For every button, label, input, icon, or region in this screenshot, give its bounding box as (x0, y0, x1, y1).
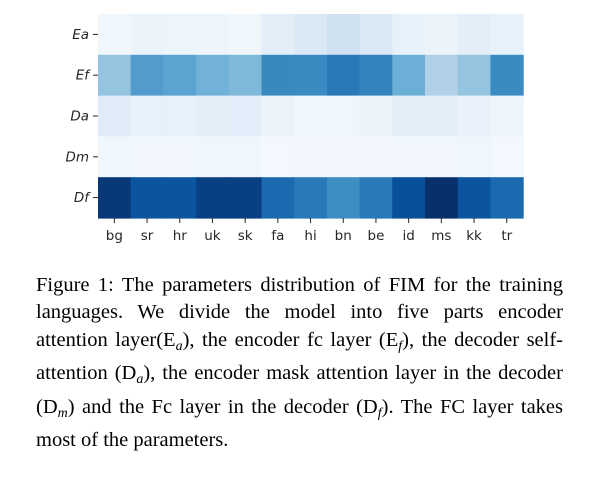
heatmap-cell-Dm-kk (457, 136, 491, 178)
heatmap-cell-Ea-kk (457, 14, 491, 56)
heatmap-cell-Df-ms (425, 177, 459, 219)
heatmap-cell-Da-kk (457, 95, 491, 137)
heatmap-cell-Df-kk (457, 177, 491, 219)
heatmap-cell-Df-id (392, 177, 426, 219)
heatmap-cell-Ea-bn (326, 14, 361, 56)
heatmap-cell-Da-sk (228, 95, 263, 137)
x-tick-label-bn: bn (335, 228, 352, 244)
heatmap-cell-Ea-tr (490, 14, 524, 56)
x-tick-label-be: be (368, 228, 385, 244)
heatmap-cell-Dm-be (359, 136, 393, 178)
heatmap-cell-Dm-sk (228, 136, 263, 178)
heatmap-cell-Dm-ms (425, 136, 459, 178)
heatmap-cell-Df-be (359, 177, 393, 219)
x-tick-label-fa: fa (271, 228, 284, 244)
heatmap-cell-Ef-hr (163, 54, 197, 97)
heatmap-cell-Dm-sr (130, 136, 164, 178)
figure-caption: Figure 1: The parameters distribution of… (36, 274, 564, 452)
heatmap-cell-Ea-ms (425, 14, 459, 56)
x-tick-label-sk: sk (238, 228, 253, 244)
heatmap-cell-Da-bn (326, 95, 361, 137)
y-tick-label-Ef: Ef (76, 68, 92, 84)
heatmap-cell-Dm-bn (326, 136, 361, 178)
x-tick-label-kk: kk (466, 228, 482, 244)
heatmap-cell-Ef-sr (130, 54, 164, 97)
subscript-a: a (136, 372, 144, 388)
heatmap-cell-Df-bn (326, 177, 361, 219)
x-tick-label-uk: uk (204, 228, 221, 244)
heatmap-cell-Da-hr (163, 95, 197, 137)
x-tick-label-bg: bg (106, 228, 123, 244)
heatmap-cell-Da-tr (490, 95, 524, 137)
heatmap-cell-Ef-kk (457, 54, 491, 97)
y-tick-label-Dm: Dm (65, 149, 89, 165)
x-tick-label-hi: hi (304, 228, 316, 244)
heatmap-cell-Dm-hr (163, 136, 197, 178)
heatmap-cells (98, 14, 524, 219)
heatmap-cell-Ef-be (359, 54, 393, 97)
heatmap-cell-Df-hi (294, 177, 328, 219)
heatmap-cell-Dm-tr (490, 136, 524, 178)
heatmap-cell-Df-sr (130, 177, 164, 219)
subscript-f: f (377, 405, 382, 421)
heatmap-cell-Dm-uk (196, 136, 230, 178)
heatmap-cell-Ea-id (392, 14, 426, 56)
heatmap-cell-Da-bg (98, 95, 132, 137)
heatmap-cell-Da-be (359, 95, 393, 137)
subscript-a: a (175, 338, 183, 354)
x-tick-label-ms: ms (431, 228, 451, 244)
heatmap-cell-Da-ms (425, 95, 459, 137)
heatmap-cell-Ea-bg (98, 14, 132, 56)
heatmap-cell-Ef-id (392, 54, 426, 97)
heatmap-cell-Df-fa (261, 177, 295, 219)
heatmap-cell-Da-sr (130, 95, 164, 137)
heatmap-figure: Ea Ef Da Dm Df bg sr hr uk sk fa hi bn be id ms kk tr (65, 14, 524, 244)
heatmap-cell-Dm-id (392, 136, 426, 178)
heatmap-cell-Ef-bn (326, 54, 361, 97)
heatmap-cell-Da-fa (261, 95, 295, 137)
heatmap-cell-Ef-uk (196, 54, 230, 97)
y-axis: Ea Ef Da Dm Df (65, 27, 98, 206)
heatmap-cell-Ef-tr (490, 54, 524, 97)
heatmap-cell-Da-id (392, 95, 426, 137)
heatmap-cell-Ef-hi (294, 54, 328, 97)
y-tick-label-Df: Df (74, 190, 91, 206)
x-axis: bg sr hr uk sk fa hi bn be id ms kk tr (106, 218, 513, 244)
heatmap-cell-Ef-ms (425, 54, 459, 97)
heatmap-cell-Dm-hi (294, 136, 328, 178)
heatmap-cell-Df-hr (163, 177, 197, 219)
y-tick-label-Ea: Ea (72, 27, 89, 43)
heatmap-cell-Df-uk (196, 177, 230, 219)
x-tick-label-tr: tr (501, 228, 512, 244)
heatmap-cell-Ea-hr (163, 14, 197, 56)
heatmap-cell-Ea-hi (294, 14, 328, 56)
subscript-f: f (398, 338, 403, 354)
x-tick-label-id: id (402, 228, 414, 244)
x-tick-label-sr: sr (141, 228, 154, 244)
heatmap-cell-Ef-sk (228, 54, 263, 97)
x-tick-label-hr: hr (173, 228, 188, 244)
heatmap-cell-Da-hi (294, 95, 328, 137)
heatmap-cell-Ea-uk (196, 14, 230, 56)
subscript-m: m (57, 405, 68, 421)
heatmap-cell-Ea-sk (228, 14, 263, 56)
heatmap-cell-Df-sk (228, 177, 263, 219)
heatmap-cell-Ea-sr (130, 14, 164, 56)
heatmap-cell-Ef-fa (261, 54, 295, 97)
heatmap-cell-Df-tr (490, 177, 524, 219)
heatmap-cell-Df-bg (98, 177, 132, 219)
heatmap-cell-Ea-fa (261, 14, 295, 56)
y-tick-label-Da: Da (70, 109, 89, 125)
heatmap-cell-Ef-bg (98, 54, 132, 97)
heatmap-cell-Dm-fa (261, 136, 295, 178)
heatmap-cell-Ea-be (359, 14, 393, 56)
heatmap-cell-Dm-bg (98, 136, 132, 178)
heatmap-cell-Da-uk (196, 95, 230, 137)
